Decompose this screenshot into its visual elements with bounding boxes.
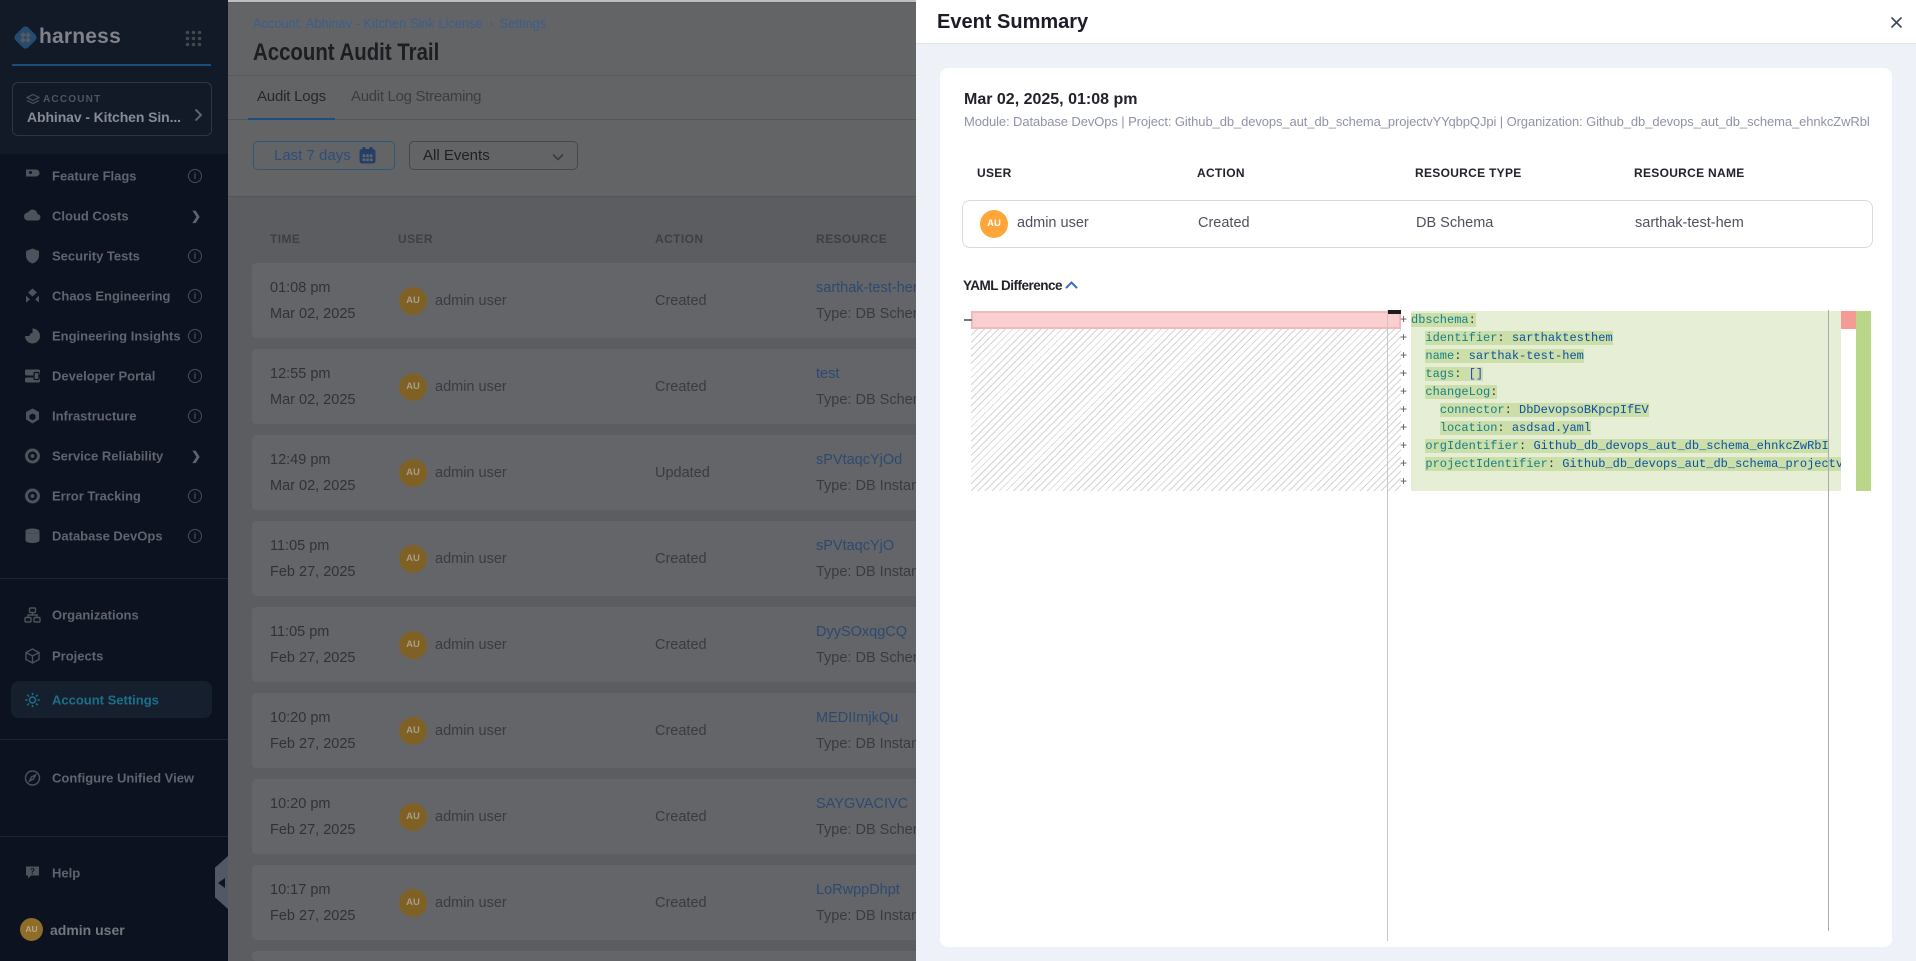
svg-text:?: ? [30,867,35,876]
